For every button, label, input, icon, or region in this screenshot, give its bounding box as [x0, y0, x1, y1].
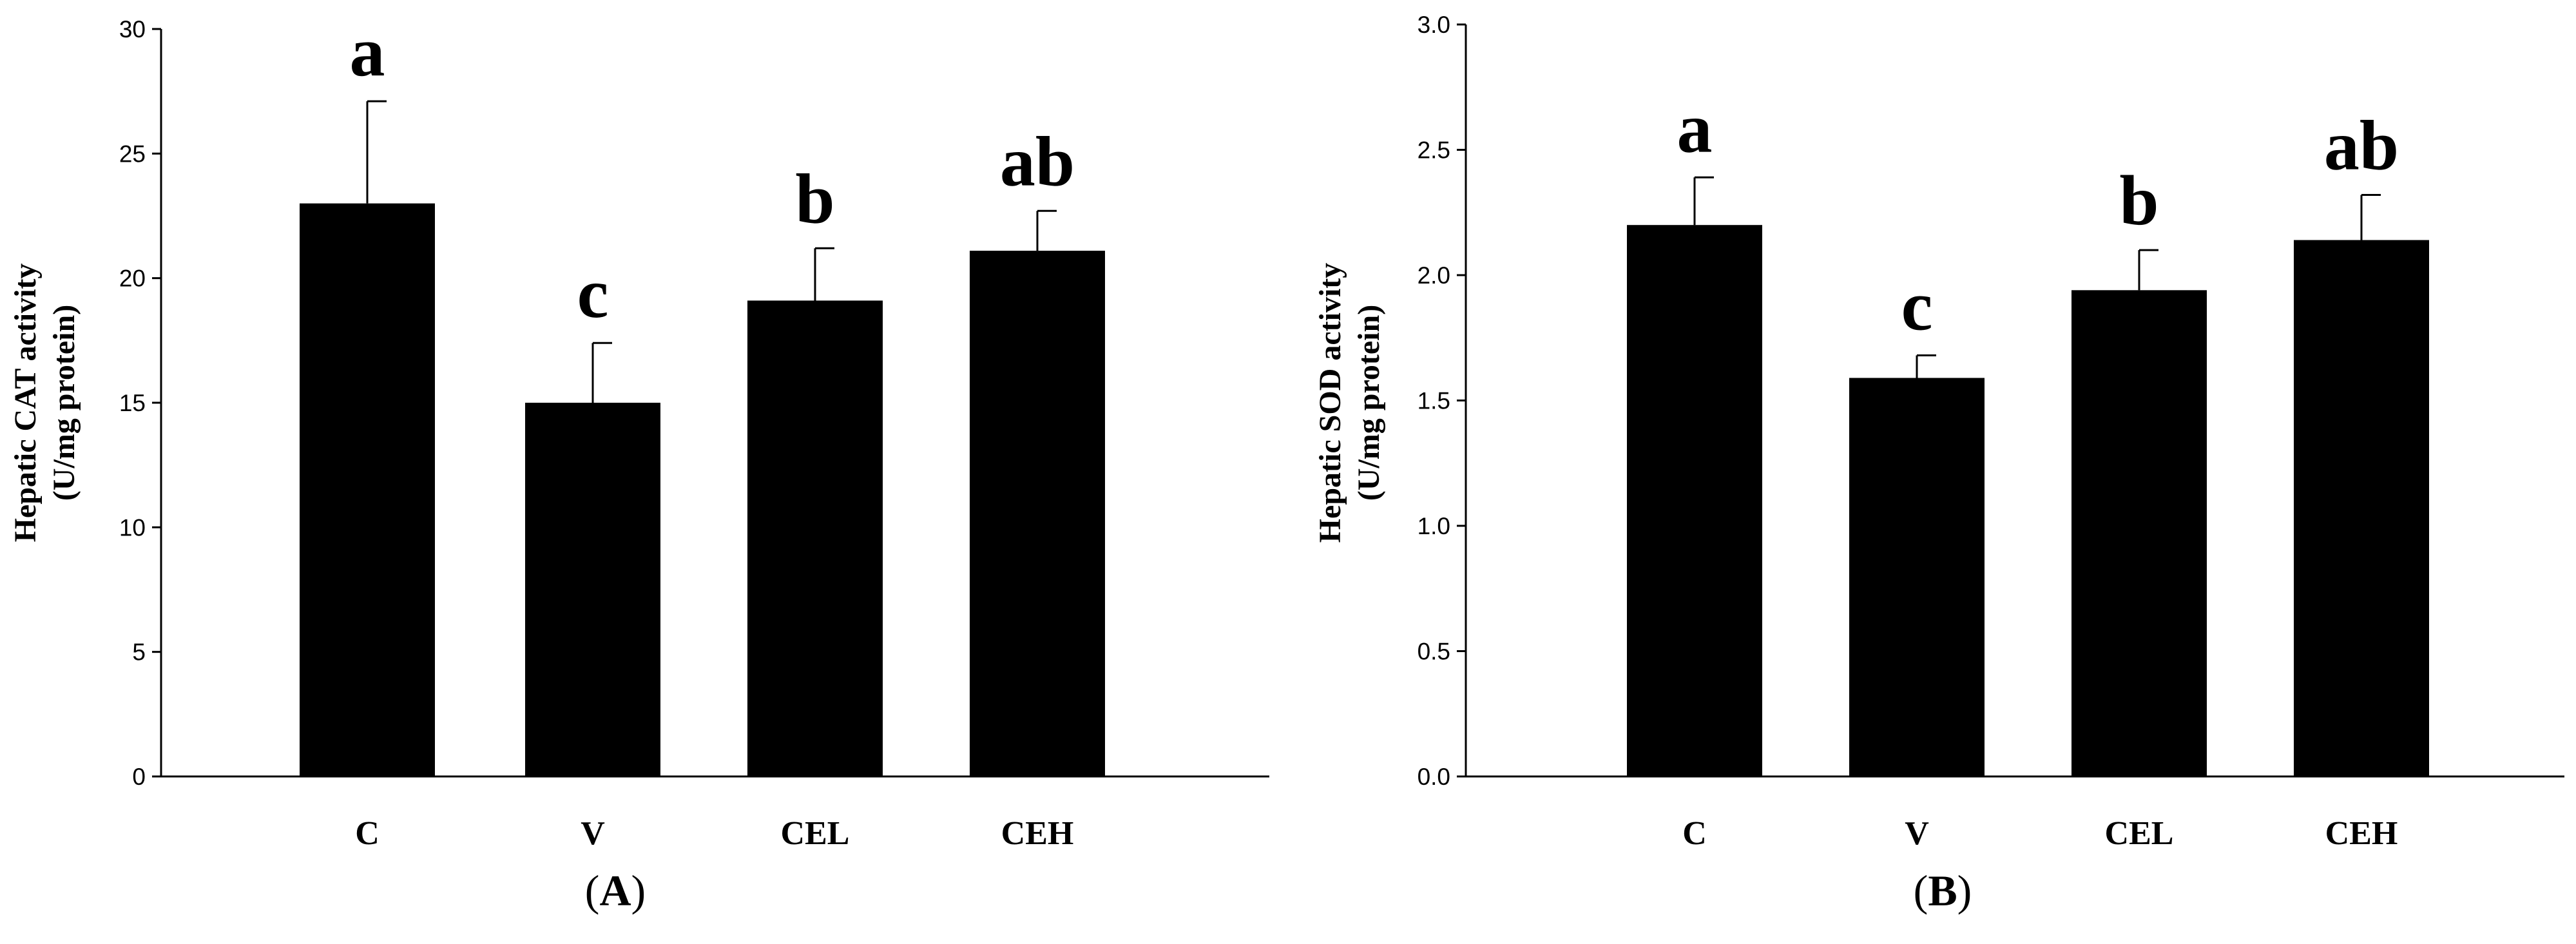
y-tick-label: 2.5 — [1418, 137, 1450, 164]
significance-letter: ab — [2324, 106, 2399, 185]
y-tick-label: 15 — [119, 390, 146, 416]
panel-b-chart: 0.0 0.5 1.0 1.5 2.0 2.5 3.0 a Cc Vb CEL ab CEH Hepati… — [1313, 12, 2564, 915]
y-tick-label: 0.0 — [1418, 764, 1450, 790]
panel-label: (A) — [585, 866, 646, 915]
y-axis-title: Hepatic SOD activity — [1313, 263, 1347, 543]
significance-letter: c — [577, 254, 609, 332]
y-axis-title: Hepatic CAT activity — [8, 264, 43, 543]
category-label: C — [355, 815, 380, 852]
y-tick-label: 0.5 — [1418, 639, 1450, 665]
panel-a-chart: 0 5 10 15 20 25 30 a Cc Vb CEL ab CEH Hepatic CAT act… — [8, 12, 1269, 915]
significance-letter: c — [1901, 266, 1933, 345]
y-tick-label: 0 — [132, 764, 146, 790]
significance-letter: b — [2119, 161, 2158, 240]
y-tick-label: 30 — [119, 16, 146, 43]
category-label: CEH — [2325, 815, 2398, 852]
category-label: V — [1905, 815, 1929, 852]
significance-letter: ab — [1000, 122, 1075, 200]
y-axis-title-units: (U/mg protein) — [47, 305, 81, 501]
y-tick-label: 20 — [119, 265, 146, 292]
bar-cel — [2071, 290, 2207, 777]
y-tick-label: 1.0 — [1418, 513, 1450, 539]
bar-ceh — [2294, 240, 2429, 776]
category-label: C — [1682, 815, 1707, 852]
category-label: V — [581, 815, 605, 852]
y-tick-label: 25 — [119, 140, 146, 167]
y-axis-title-units: (U/mg protein) — [1352, 305, 1386, 501]
y-tick-label: 1.5 — [1418, 388, 1450, 414]
significance-letter: a — [350, 12, 385, 91]
bar-v — [525, 403, 660, 776]
y-tick-label: 10 — [119, 514, 146, 541]
category-label: CEL — [2105, 815, 2174, 852]
bar-c — [300, 203, 435, 777]
bar-ceh — [970, 251, 1105, 777]
bar-cel — [747, 300, 883, 776]
category-label: CEL — [781, 815, 850, 852]
significance-letter: b — [795, 159, 834, 238]
y-tick-label: 2.0 — [1418, 262, 1450, 289]
bar-v — [1849, 378, 1985, 776]
y-tick-label: 5 — [132, 639, 146, 666]
significance-letter: a — [1677, 88, 1713, 167]
y-tick-label: 3.0 — [1418, 12, 1450, 38]
bar-c — [1627, 225, 1762, 776]
category-label: CEH — [1001, 815, 1074, 852]
panel-label: (B) — [1914, 866, 1972, 915]
